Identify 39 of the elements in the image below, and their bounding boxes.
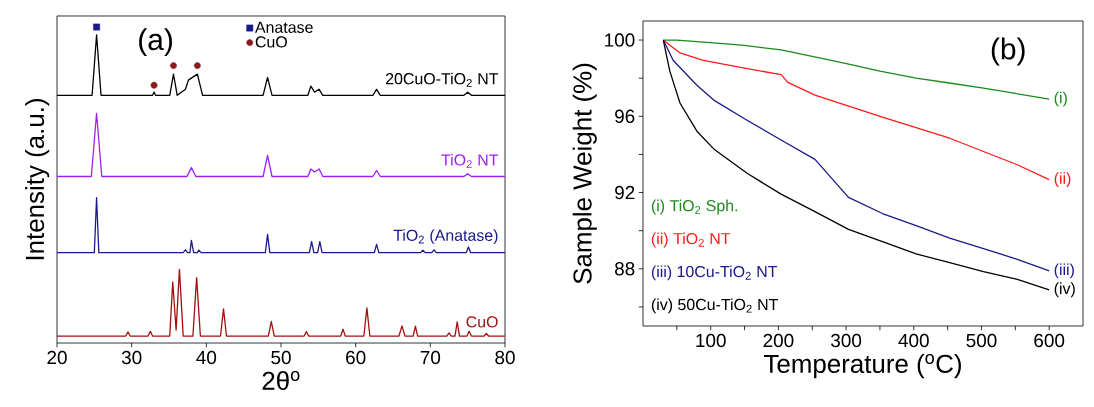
y-tick-label: 88 xyxy=(615,262,635,276)
legend-label: Anatase xyxy=(254,21,313,33)
series-label: (iii) xyxy=(1054,263,1074,279)
annotation: (i) TiO$_{2}$ Sph. xyxy=(651,199,738,215)
x-tick-label: 100 xyxy=(696,333,726,348)
x-tick-label: 80 xyxy=(495,350,515,365)
series-label: (iv) xyxy=(1054,282,1075,298)
x-tick-label: 500 xyxy=(966,333,997,348)
series-label: CuO xyxy=(466,316,498,328)
x-tick-label: 40 xyxy=(196,350,217,365)
line-series xyxy=(662,39,1050,181)
x-axis-title: 2θ$^{o}$ xyxy=(262,371,300,391)
x-tick-label: 50 xyxy=(271,350,291,365)
x-tick-label: 400 xyxy=(898,333,929,348)
series-label: TiO$_{2}$ (Anatase) xyxy=(393,229,498,245)
y-axis-title: Intensity (a.u.) xyxy=(25,99,50,260)
legend-label: CuO xyxy=(255,36,287,48)
annotation: (iii) 10Cu-TiO$_{2}$ NT xyxy=(651,265,778,281)
series-label: (i) xyxy=(1054,91,1067,107)
x-axis-title: Temperature ($^{o}$C) xyxy=(764,354,961,379)
series-label: TiO$_{2}$ NT xyxy=(441,153,499,168)
x-tick-label: 30 xyxy=(121,350,142,365)
x-tick-label: 70 xyxy=(420,350,441,365)
y-tick-label: 100 xyxy=(605,33,635,47)
line-series xyxy=(662,39,1050,100)
x-tick-label: 20 xyxy=(47,350,67,365)
x-tick-label: 200 xyxy=(763,333,794,348)
y-tick-label: 96 xyxy=(615,109,635,124)
y-axis-title: Sample Weight (%) xyxy=(572,63,597,284)
series-label: (ii) xyxy=(1054,172,1071,188)
annotation: (b) xyxy=(991,37,1025,66)
annotation: (iv) 50Cu-TiO$_{2}$ NT xyxy=(651,298,778,314)
x-tick-label: 300 xyxy=(831,333,862,348)
annotation: (ii) TiO$_{2}$ NT xyxy=(651,232,731,248)
x-tick-label: 60 xyxy=(346,350,366,365)
y-tick-label: 92 xyxy=(615,185,635,200)
x-tick-label: 600 xyxy=(1034,333,1065,348)
series-label: 20CuO-TiO$_{2}$ NT xyxy=(386,72,499,87)
annotation: (a) xyxy=(139,28,172,57)
